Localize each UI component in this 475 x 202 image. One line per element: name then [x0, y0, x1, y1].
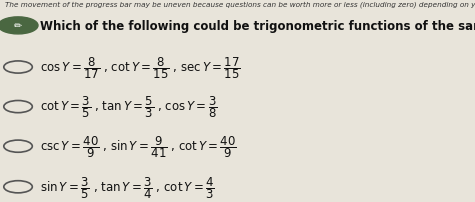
- Text: $\csc Y = \dfrac{40}{9}$ , $\sin Y = \dfrac{9}{41}$ , $\cot Y = \dfrac{40}{9}$: $\csc Y = \dfrac{40}{9}$ , $\sin Y = \df…: [40, 134, 237, 159]
- Text: $\sin Y = \dfrac{3}{5}$ , $\tan Y = \dfrac{3}{4}$ , $\cot Y = \dfrac{4}{3}$: $\sin Y = \dfrac{3}{5}$ , $\tan Y = \dfr…: [40, 174, 215, 200]
- Text: $\cot Y = \dfrac{3}{5}$ , $\tan Y = \dfrac{5}{3}$ , $\cos Y = \dfrac{3}{8}$: $\cot Y = \dfrac{3}{5}$ , $\tan Y = \dfr…: [40, 94, 218, 120]
- Text: Which of the following could be trigonometric functions of the same angle?: Which of the following could be trigonom…: [40, 20, 475, 33]
- Text: The movement of the progress bar may be uneven because questions can be worth mo: The movement of the progress bar may be …: [5, 1, 475, 8]
- Text: ✏: ✏: [14, 21, 22, 31]
- Circle shape: [0, 18, 38, 35]
- Text: $\cos Y = \dfrac{8}{17}$ , $\cot Y = \dfrac{8}{15}$ , $\sec Y = \dfrac{17}{15}$: $\cos Y = \dfrac{8}{17}$ , $\cot Y = \df…: [40, 55, 241, 80]
